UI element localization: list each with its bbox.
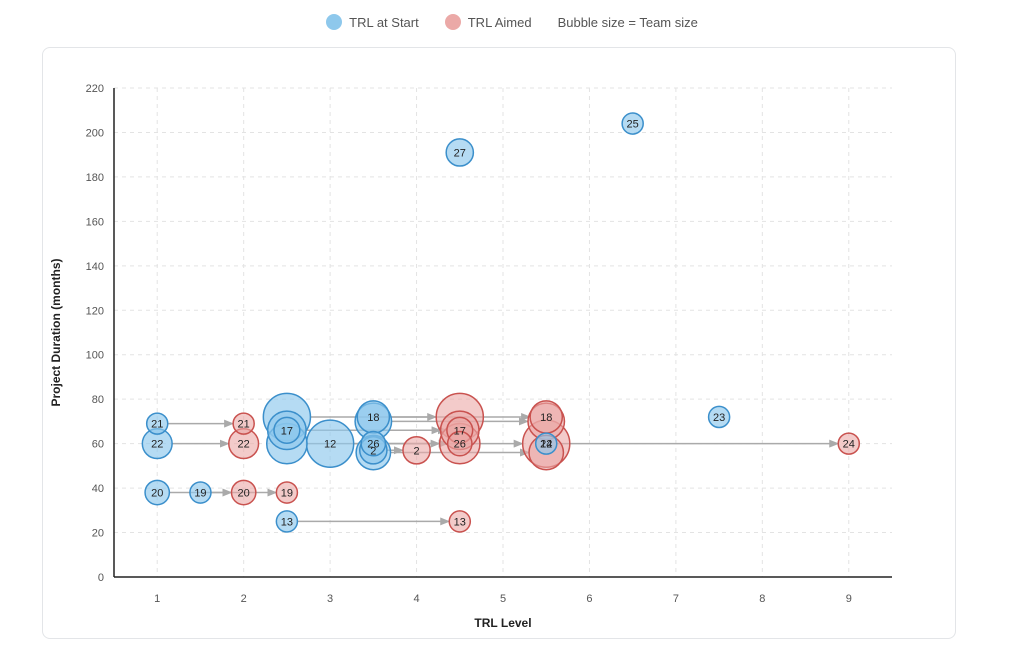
start-bubble-label: 26 (367, 439, 379, 451)
y-tick-label: 60 (92, 439, 104, 451)
start-bubble[interactable] (707, 405, 731, 429)
aimed-bubble-label: 13 (454, 516, 466, 528)
start-bubble[interactable] (360, 430, 387, 457)
aimed-bubble[interactable] (275, 481, 299, 504)
aimed-bubble-label: 18 (540, 412, 552, 424)
y-tick-label: 200 (86, 127, 104, 139)
aimed-bubble-label: 12 (540, 439, 552, 451)
y-axis-title: Project Duration (months) (49, 258, 63, 406)
aimed-bubble[interactable] (446, 430, 473, 457)
legend-swatch-start (326, 14, 343, 30)
aimed-bubble[interactable] (232, 412, 255, 435)
start-bubble-label: 22 (151, 439, 163, 451)
start-bubble-label: 27 (454, 147, 466, 159)
x-axis-title: TRL Level (474, 616, 531, 630)
x-tick-label: 8 (759, 593, 765, 605)
x-tick-label: 1 (154, 593, 160, 605)
start-bubble-label: 2 (370, 445, 376, 457)
aimed-bubble-label: 19 (281, 488, 293, 500)
x-tick-label: 9 (846, 593, 852, 605)
start-bubble[interactable] (273, 416, 301, 444)
bubbles (141, 112, 861, 533)
y-tick-label: 20 (92, 528, 104, 540)
aimed-bubble-label: 2 (413, 445, 419, 457)
legend-label-start: TRL at Start (349, 14, 419, 30)
start-bubble-label: 24 (540, 439, 552, 451)
legend-swatch-aimed (444, 14, 461, 30)
start-bubble-label: 18 (367, 412, 379, 424)
grid (114, 87, 892, 577)
aimed-bubble-label: 26 (454, 439, 466, 451)
aimed-bubble-label: 20 (238, 488, 250, 500)
y-tick-label: 40 (92, 483, 104, 495)
start-bubble[interactable] (534, 432, 558, 455)
legend-item-start[interactable]: TRL at Start (326, 14, 419, 30)
aimed-bubble[interactable] (448, 510, 472, 533)
start-bubble[interactable] (144, 479, 171, 506)
legend-item-size-note: Bubble size = Team size (558, 15, 698, 30)
start-bubble[interactable] (445, 138, 475, 167)
legend-label-aimed: TRL Aimed (467, 14, 532, 30)
start-bubble[interactable] (621, 112, 644, 135)
aimed-bubble[interactable] (402, 435, 431, 465)
start-bubble[interactable] (275, 510, 299, 533)
aimed-bubble[interactable] (230, 479, 257, 506)
start-bubble-label: 20 (151, 488, 163, 500)
x-tick-label: 3 (327, 593, 333, 605)
y-tick-label: 140 (86, 261, 104, 273)
start-bubble-label: 12 (324, 439, 336, 451)
start-bubble-label: 25 (627, 119, 639, 131)
aimed-bubble-label: 22 (238, 439, 250, 451)
start-bubble-label: 17 (281, 425, 293, 437)
x-tick-label: 5 (500, 593, 506, 605)
start-bubble[interactable] (145, 412, 169, 435)
start-bubble[interactable] (189, 481, 212, 504)
y-tick-label: 120 (86, 305, 104, 317)
aimed-bubble[interactable] (837, 432, 861, 455)
x-tick-label: 2 (241, 593, 247, 605)
legend-item-aimed[interactable]: TRL Aimed (444, 14, 532, 30)
start-bubble-label: 21 (151, 419, 163, 431)
y-tick-label: 0 (98, 572, 104, 584)
x-tick-label: 6 (586, 593, 592, 605)
chart-card (42, 47, 956, 639)
start-bubble-label: 23 (713, 412, 725, 424)
start-bubble-label: 13 (281, 516, 293, 528)
y-tick-label: 100 (86, 350, 104, 362)
y-tick-label: 180 (86, 172, 104, 184)
y-tick-label: 80 (92, 394, 104, 406)
aimed-bubble-label: 17 (454, 425, 466, 437)
aimed-bubble-label: 24 (843, 439, 855, 451)
legend-size-note: Bubble size = Team size (557, 14, 698, 30)
y-tick-label: 160 (86, 216, 104, 228)
y-tick-label: 220 (86, 83, 104, 95)
legend: TRL at Start TRL Aimed Bubble size = Tea… (0, 10, 1024, 34)
x-tick-label: 4 (413, 593, 419, 605)
start-bubble-label: 19 (194, 488, 206, 500)
aimed-bubble-label: 21 (238, 419, 250, 431)
x-tick-label: 7 (673, 593, 679, 605)
